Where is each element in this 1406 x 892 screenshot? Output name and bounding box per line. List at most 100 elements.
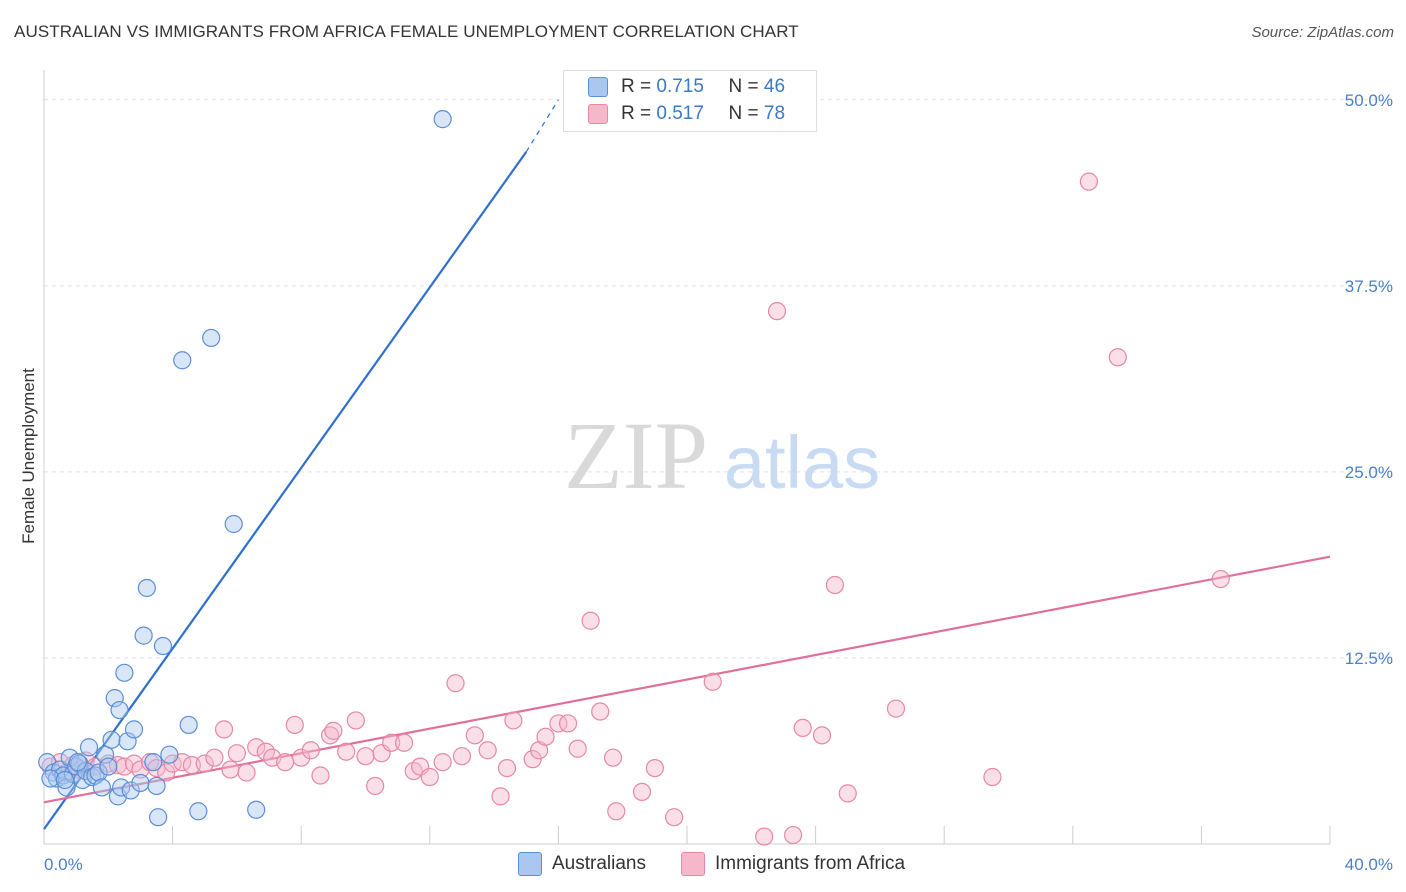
- immigrants-point-23: [237, 763, 256, 782]
- y-tick-label-1: 25.0%: [1345, 463, 1393, 482]
- australians-point-15: [89, 763, 108, 782]
- immigrants-point-49: [491, 787, 510, 806]
- immigrants-point-24: [247, 738, 266, 757]
- immigrants-point-56: [558, 714, 578, 733]
- immigrants-point-40: [394, 733, 414, 752]
- immigrants-point-43: [420, 767, 439, 787]
- legend-n-label: N =: [728, 103, 759, 124]
- x-tick-label-0: 0.0%: [44, 855, 83, 874]
- immigrants-point-57: [568, 739, 587, 758]
- australians-point-29: [134, 626, 153, 645]
- points-immigrants-from-africa: [41, 172, 1230, 846]
- series-label: Australians: [552, 853, 646, 874]
- immigrants-point-45: [446, 674, 465, 693]
- source-label: Source: ZipAtlas.com: [1251, 24, 1394, 41]
- immigrants-point-51: [504, 711, 523, 730]
- series-swatch-blue: [518, 852, 542, 876]
- australians-point-20: [105, 689, 124, 708]
- legend-n-value: 78: [763, 103, 786, 124]
- immigrants-point-36: [356, 747, 375, 766]
- y-tick-label-3: 50.0%: [1345, 91, 1393, 110]
- immigrants-point-69: [793, 718, 812, 738]
- watermark: ZIP atlas: [564, 402, 880, 509]
- points-australians: [38, 110, 452, 827]
- immigrants-point-66: [755, 827, 774, 846]
- legend-r-label: R =: [621, 103, 652, 124]
- legend-r-label: R =: [621, 76, 652, 97]
- trend-lines: [43, 99, 1331, 830]
- australians-point-18: [99, 757, 118, 776]
- legend-n-label: N =: [728, 76, 759, 97]
- australians-point-33: [149, 808, 168, 827]
- australians-point-34: [153, 636, 173, 656]
- australians-point-35: [160, 745, 179, 764]
- immigrants-point-75: [1079, 172, 1098, 191]
- australians-point-26: [121, 781, 140, 800]
- immigrants-point-39: [382, 733, 401, 752]
- australians-point-41: [247, 800, 266, 819]
- australians-point-12: [79, 738, 99, 757]
- australians-point-37: [179, 715, 198, 735]
- immigrants-point-52: [523, 750, 542, 769]
- immigrants-point-68: [783, 825, 803, 845]
- australians-point-45: [55, 770, 74, 790]
- legend-swatch-blue: [588, 77, 608, 97]
- australians-point-44: [68, 753, 87, 772]
- x-tick-label-1: 40.0%: [1345, 855, 1393, 874]
- immigrants-point-33: [324, 721, 343, 740]
- australians-point-30: [137, 578, 156, 598]
- australians-point-40: [224, 514, 243, 534]
- y-tick-label-0: 12.5%: [1345, 649, 1393, 668]
- immigrants-point-70: [812, 726, 832, 745]
- australians-point-19: [102, 730, 121, 749]
- australians-point-16: [92, 778, 111, 797]
- immigrants-point-61: [607, 802, 626, 821]
- australians-point-27: [124, 720, 144, 739]
- australians-point-31: [144, 753, 163, 772]
- australians-point-38: [189, 802, 208, 821]
- immigrants-point-8: [108, 756, 128, 775]
- immigrants-point-50: [497, 758, 517, 778]
- immigrants-point-62: [632, 782, 652, 802]
- immigrants-point-21: [221, 760, 240, 779]
- immigrants-point-31: [311, 766, 330, 785]
- legend-swatch-pink: [588, 104, 608, 124]
- axes: [43, 70, 1331, 845]
- immigrants-point-48: [478, 741, 497, 760]
- immigrants-point-29: [292, 748, 311, 767]
- watermark-atlas: atlas: [724, 421, 880, 504]
- legend-r-value: 0.517: [656, 103, 704, 124]
- watermark-zip: ZIP: [564, 402, 708, 509]
- series-legend-immigrants[interactable]: Immigrants from Africa: [681, 852, 905, 876]
- australians-point-42: [433, 110, 452, 129]
- immigrants-point-20: [214, 720, 234, 739]
- immigrants-point-60: [603, 748, 623, 767]
- immigrants-point-74: [983, 767, 1002, 787]
- australians-point-22: [110, 700, 129, 720]
- australians-point-32: [147, 776, 166, 796]
- australians-point-28: [131, 773, 150, 793]
- immigrants-point-30: [301, 741, 320, 760]
- immigrants-point-65: [703, 672, 722, 691]
- immigrants-point-72: [838, 784, 857, 803]
- chart-title: AUSTRALIAN VS IMMIGRANTS FROM AFRICA FEM…: [14, 22, 799, 41]
- immigrants-point-22: [227, 744, 246, 763]
- series-swatch-pink: [681, 852, 705, 876]
- immigrants-point-77: [1211, 569, 1230, 589]
- immigrants-point-19: [205, 748, 224, 767]
- immigrants-point-71: [825, 575, 844, 595]
- immigrants-point-27: [276, 753, 295, 772]
- series-legend-australians[interactable]: Australians: [518, 852, 646, 876]
- immigrants-point-73: [886, 699, 906, 718]
- immigrants-point-44: [433, 753, 452, 772]
- australians-point-36: [173, 351, 192, 370]
- immigrants-point-35: [346, 711, 365, 730]
- immigrants-point-58: [581, 611, 600, 630]
- immigrants-point-54: [536, 727, 555, 746]
- australians-point-43: [41, 769, 60, 788]
- immigrants-point-34: [337, 742, 356, 761]
- trend-line-1: [43, 555, 1331, 804]
- legend-r-value: 0.715: [656, 76, 704, 97]
- trend-line-0: [43, 151, 528, 830]
